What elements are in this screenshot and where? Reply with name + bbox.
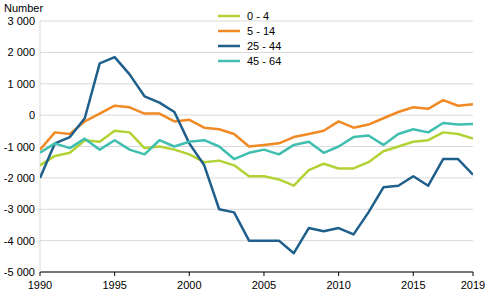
legend-label: 45 - 64 bbox=[247, 55, 281, 67]
plot-lines bbox=[40, 57, 473, 253]
x-tick bbox=[338, 272, 339, 276]
grid-line bbox=[40, 115, 473, 116]
x-tick bbox=[40, 272, 41, 276]
grid-line bbox=[40, 83, 473, 84]
x-tick-label: 2015 bbox=[401, 279, 425, 291]
x-tick-label: 2005 bbox=[252, 279, 276, 291]
y-tick-label: -3 000 bbox=[4, 203, 35, 215]
legend-swatch bbox=[218, 45, 240, 48]
x-tick-label: 2000 bbox=[177, 279, 201, 291]
y-tick-label: 3 000 bbox=[7, 15, 35, 27]
series-line bbox=[40, 57, 473, 253]
y-axis bbox=[40, 21, 41, 272]
y-tick-label: 0 bbox=[29, 109, 35, 121]
y-tick-label: -2 000 bbox=[4, 172, 35, 184]
x-tick bbox=[263, 272, 264, 276]
series-line bbox=[40, 100, 473, 150]
x-tick-label: 2010 bbox=[326, 279, 350, 291]
legend-label: 25 - 44 bbox=[247, 40, 281, 52]
x-tick bbox=[413, 272, 414, 276]
x-tick-label: 2019 bbox=[461, 279, 485, 291]
series-line bbox=[40, 131, 473, 186]
x-tick bbox=[189, 272, 190, 276]
legend-swatch bbox=[218, 60, 240, 63]
legend-swatch bbox=[218, 30, 240, 33]
x-tick-label: 1990 bbox=[28, 279, 52, 291]
y-tick-label: 1 000 bbox=[7, 78, 35, 90]
legend: 0 - 4 5 - 14 25 - 44 45 - 64 bbox=[218, 10, 281, 67]
y-tick-label: -5 000 bbox=[4, 266, 35, 278]
x-tick bbox=[114, 272, 115, 276]
y-tick-label: -4 000 bbox=[4, 235, 35, 247]
grid-line bbox=[40, 52, 473, 53]
y-tick-label: -1 000 bbox=[4, 141, 35, 153]
chart: -5 000 -4 000 -3 000 -2 000 -1 000 0 1 000 2 00… bbox=[0, 0, 491, 302]
legend-label: 0 - 4 bbox=[247, 10, 269, 22]
grid-line bbox=[40, 272, 473, 273]
series-line bbox=[40, 123, 473, 159]
legend-swatch bbox=[218, 15, 240, 18]
y-axis-label: Number bbox=[4, 2, 43, 14]
legend-label: 5 - 14 bbox=[247, 25, 275, 37]
x-tick bbox=[473, 272, 474, 276]
x-axis bbox=[40, 272, 473, 273]
x-tick-label: 1995 bbox=[102, 279, 126, 291]
grid-line bbox=[40, 209, 473, 210]
y-tick-label: 2 000 bbox=[7, 46, 35, 58]
